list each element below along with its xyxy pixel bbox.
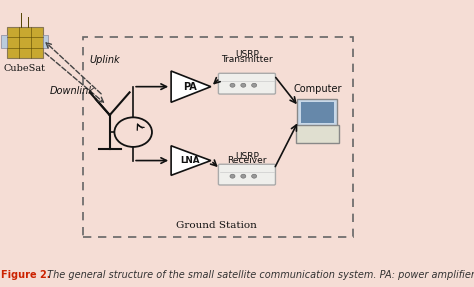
- Text: LNA: LNA: [180, 156, 200, 165]
- FancyBboxPatch shape: [301, 102, 334, 123]
- Bar: [328, 137, 332, 140]
- Text: USRP: USRP: [235, 152, 259, 160]
- Bar: [300, 133, 305, 136]
- Text: CubeSat: CubeSat: [4, 64, 46, 73]
- Bar: [300, 137, 305, 140]
- Bar: [307, 133, 311, 136]
- FancyBboxPatch shape: [298, 99, 337, 126]
- Bar: [300, 129, 305, 132]
- Text: USRP: USRP: [235, 50, 259, 59]
- Text: Downlink: Downlink: [50, 86, 95, 96]
- Bar: [307, 137, 311, 140]
- Text: The general structure of the small satellite communication system. PA: power amp: The general structure of the small satel…: [44, 270, 474, 280]
- FancyBboxPatch shape: [7, 27, 43, 58]
- Text: Uplink: Uplink: [90, 55, 120, 65]
- FancyBboxPatch shape: [219, 73, 275, 94]
- Bar: [1, 36, 7, 48]
- Bar: [320, 129, 325, 132]
- FancyBboxPatch shape: [296, 125, 339, 143]
- Text: Computer: Computer: [293, 84, 342, 94]
- Bar: [307, 129, 311, 132]
- Bar: [328, 133, 332, 136]
- Bar: [314, 129, 319, 132]
- Bar: [328, 129, 332, 132]
- Circle shape: [241, 83, 246, 87]
- Bar: [320, 137, 325, 140]
- Text: Receiver: Receiver: [227, 156, 267, 165]
- Circle shape: [230, 174, 235, 178]
- Bar: [314, 137, 319, 140]
- Circle shape: [252, 83, 257, 87]
- Bar: [43, 36, 48, 48]
- Text: Ground Station: Ground Station: [176, 221, 257, 230]
- Bar: [314, 133, 319, 136]
- Text: Figure 2.: Figure 2.: [1, 270, 51, 280]
- Circle shape: [252, 174, 257, 178]
- Polygon shape: [171, 146, 211, 175]
- FancyBboxPatch shape: [219, 164, 275, 185]
- Text: Transmitter: Transmitter: [221, 55, 273, 64]
- Bar: [320, 133, 325, 136]
- Text: PA: PA: [183, 82, 197, 92]
- Circle shape: [230, 83, 235, 87]
- Polygon shape: [171, 71, 211, 102]
- Circle shape: [241, 174, 246, 178]
